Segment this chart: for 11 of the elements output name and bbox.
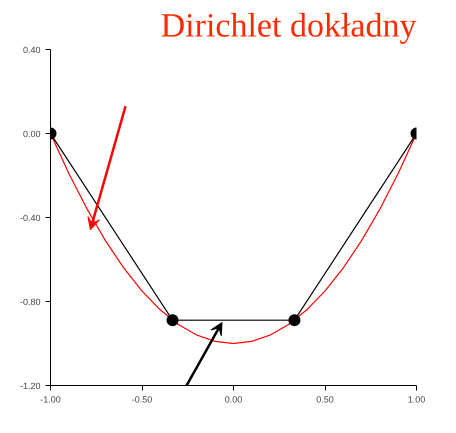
y-tick-label: -0.80	[20, 297, 40, 307]
y-tick-label: -0.40	[20, 213, 40, 223]
x-tick-label: 0.00	[224, 394, 242, 404]
y-tick-label: 0.00	[22, 129, 41, 139]
x-tick-label: -0.50	[132, 394, 152, 404]
y-tick-label: 0.40	[22, 45, 41, 55]
x-tick-label: 1.00	[408, 394, 426, 404]
y-tick-label: -1.20	[20, 381, 40, 391]
chart-title: Dirichlet dokładny	[160, 8, 417, 44]
x-tick-label: -1.00	[40, 394, 61, 404]
x-tick-label: 0.50	[316, 394, 334, 404]
